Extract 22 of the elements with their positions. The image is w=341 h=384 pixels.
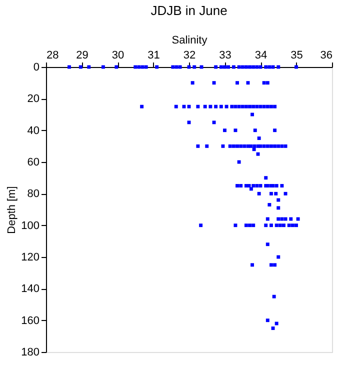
x-tick-label: 36: [320, 50, 332, 62]
x-tick-label: 35: [290, 50, 303, 62]
y-tick-label: 160: [21, 314, 40, 327]
x-tick-label: 32: [183, 50, 196, 62]
y-tick-label: 80: [27, 188, 40, 200]
x-axis-title: Salinity: [172, 34, 208, 46]
x-tick-label: 33: [219, 50, 232, 62]
y-tick-label: 120: [21, 252, 40, 264]
y-tick-label: 60: [27, 156, 40, 168]
y-tick-label: 0: [33, 62, 40, 74]
x-tick-label: 34: [254, 50, 268, 62]
y-axis-title: Depth [m]: [6, 186, 18, 234]
chart-title: JDJB in June: [150, 3, 228, 18]
x-tick-label: 31: [148, 50, 160, 62]
y-tick-label: 40: [27, 124, 40, 137]
y-tick-label: 20: [27, 93, 40, 106]
y-tick-label: 100: [21, 220, 40, 232]
x-tick-label: 28: [46, 50, 59, 62]
y-tick-label: 180: [21, 346, 40, 358]
x-tick-label: 30: [112, 50, 124, 62]
x-tick-label: 29: [76, 50, 88, 62]
y-tick-label: 140: [21, 283, 40, 296]
